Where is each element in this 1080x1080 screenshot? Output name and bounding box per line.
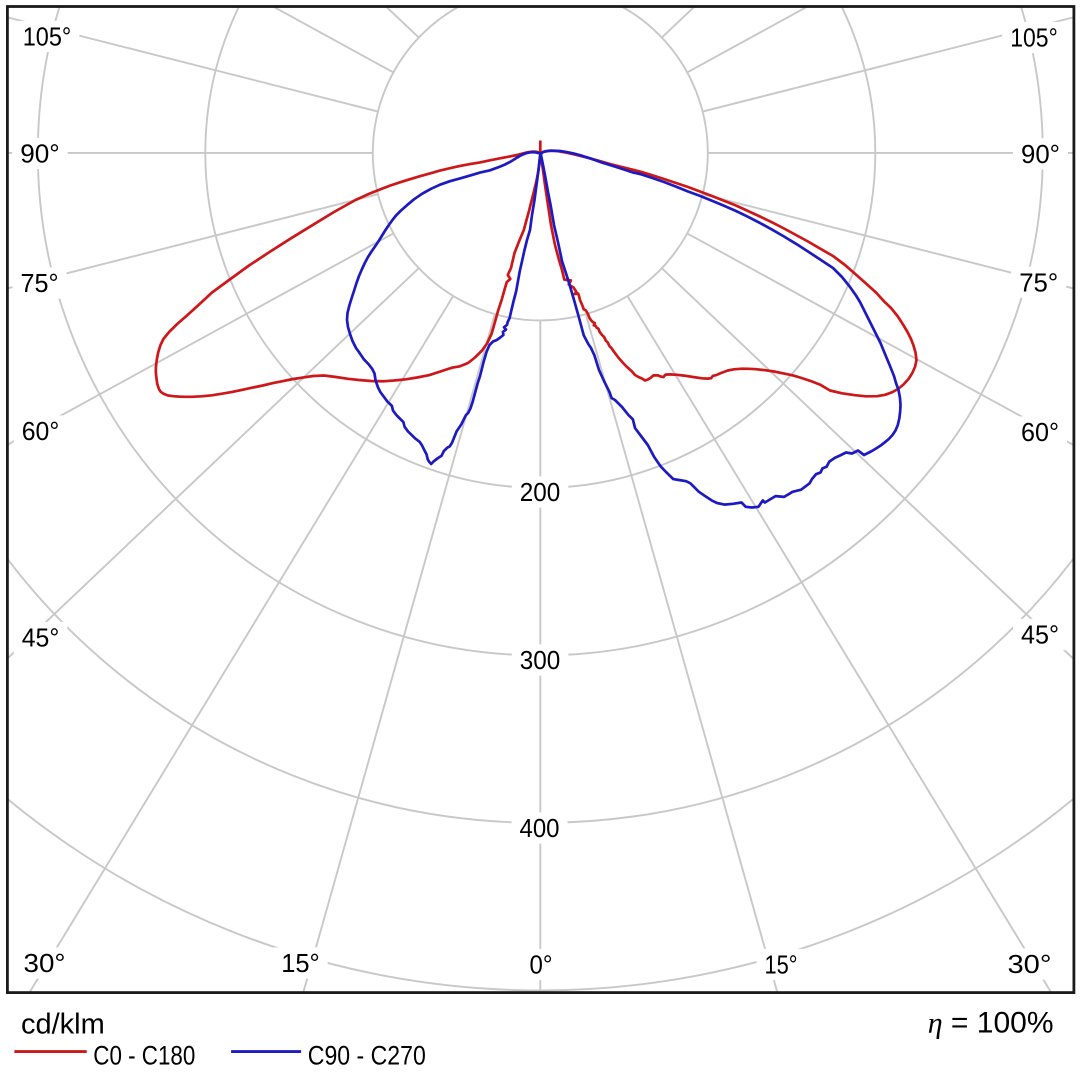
- svg-text:C90 - C270: C90 - C270: [308, 1040, 426, 1070]
- svg-text:0°: 0°: [530, 950, 553, 980]
- svg-text:105°: 105°: [1010, 23, 1058, 53]
- svg-text:60°: 60°: [22, 416, 60, 446]
- svg-text:60°: 60°: [1021, 417, 1059, 447]
- svg-text:30°: 30°: [24, 948, 66, 978]
- svg-text:η = 100%: η = 100%: [928, 1007, 1054, 1040]
- svg-text:45°: 45°: [22, 623, 60, 653]
- svg-text:15°: 15°: [281, 948, 320, 978]
- svg-text:cd/klm: cd/klm: [21, 1008, 105, 1040]
- svg-text:90°: 90°: [1021, 139, 1060, 169]
- svg-text:300: 300: [520, 645, 561, 675]
- svg-text:105°: 105°: [23, 22, 72, 52]
- svg-text:75°: 75°: [1019, 267, 1058, 297]
- svg-text:15°: 15°: [765, 950, 798, 980]
- svg-text:75°: 75°: [21, 268, 59, 298]
- svg-text:C0 - C180: C0 - C180: [93, 1040, 195, 1070]
- svg-text:200: 200: [520, 477, 561, 507]
- svg-text:400: 400: [520, 813, 560, 843]
- svg-text:90°: 90°: [20, 139, 60, 169]
- svg-text:30°: 30°: [1008, 949, 1052, 979]
- svg-text:45°: 45°: [1021, 620, 1059, 650]
